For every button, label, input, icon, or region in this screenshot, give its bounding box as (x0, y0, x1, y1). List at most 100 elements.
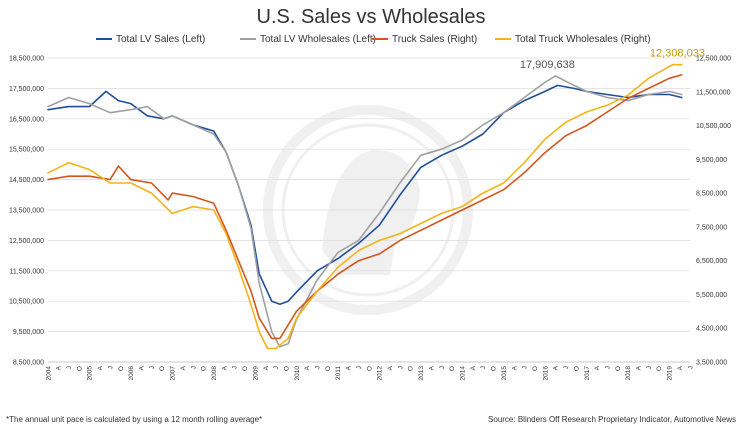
series-line-total-truck-wholesales-right (47, 63, 683, 350)
x-tick-year: 2013 (418, 366, 425, 381)
series-line-total-lv-sales-left (47, 84, 683, 305)
x-tick-year: 2010 (294, 366, 301, 381)
series-line-total-lv-wholesales-left (47, 75, 683, 348)
x-tick-month: O (656, 366, 663, 371)
x-tick-year: 2014 (459, 366, 466, 381)
plot-series (47, 63, 683, 350)
right-tick-label: 5,500,000 (696, 292, 727, 299)
x-tick-month: O (449, 366, 456, 371)
right-axis-ticks: 3,500,000 4,500,000 5,500,000 6,500,000 7,50… (696, 56, 731, 367)
x-tick-month: A (387, 365, 394, 370)
right-tick-label: 10,500,000 (696, 123, 731, 130)
x-tick-month: O (573, 366, 580, 371)
right-tick-label: 12,500,000 (696, 56, 731, 63)
right-tick-label: 8,500,000 (696, 191, 727, 198)
left-tick-label: 12,500,000 (9, 238, 44, 245)
x-tick-month: O (366, 366, 373, 371)
x-tick-month: A (346, 365, 353, 370)
x-tick-month: A (428, 365, 435, 370)
x-tick-month: O (242, 366, 249, 371)
left-tick-label: 18,500,000 (9, 56, 44, 63)
footnote-left: *The annual unit pace is calculated by u… (6, 415, 262, 424)
x-tick-month: O (615, 366, 622, 371)
x-tick-year: 2019 (667, 366, 674, 381)
x-tick-month: J (480, 366, 487, 369)
legend: Total LV Sales (Left) Total LV Wholesales… (96, 34, 651, 45)
legend-label: Total LV Sales (Left) (116, 34, 205, 45)
x-tick-month: J (687, 366, 694, 369)
x-tick-month: O (201, 366, 208, 371)
x-tick-month: J (107, 366, 114, 369)
x-tick-month: J (522, 366, 529, 369)
x-tick-year: 2006 (128, 366, 135, 381)
left-tick-label: 14,500,000 (9, 177, 44, 184)
x-tick-month: J (397, 366, 404, 369)
x-tick-month: J (149, 366, 156, 369)
legend-label: Total Truck Wholesales (Right) (515, 34, 651, 45)
x-tick-month: J (273, 366, 280, 369)
x-tick-month: O (325, 366, 332, 371)
x-tick-year: 2004 (45, 366, 52, 381)
x-tick-month: A (304, 365, 311, 370)
x-tick-month: A (221, 365, 228, 370)
left-tick-label: 11,500,000 (9, 268, 44, 275)
peak-annotation-label: 17,909,638 (520, 59, 575, 71)
x-tick-month: A (553, 365, 560, 370)
legend-entry: Total Truck Wholesales (Right) (495, 34, 651, 45)
x-tick-year: 2016 (542, 366, 549, 381)
x-tick-month: J (190, 366, 197, 369)
left-tick-label: 9,500,000 (13, 329, 44, 336)
x-tick-year: 2015 (501, 366, 508, 381)
x-tick-month: J (315, 366, 322, 369)
x-tick-month: J (232, 366, 239, 369)
right-tick-label: 6,500,000 (696, 258, 727, 265)
x-tick-year: 2017 (584, 366, 591, 381)
right-tick-label: 11,500,000 (696, 89, 731, 96)
x-tick-month: O (408, 366, 415, 371)
x-tick-month: O (118, 366, 125, 371)
x-tick-month: A (677, 365, 684, 370)
annotations: 17,909,638 12,308,033 (520, 47, 705, 70)
x-tick-month: O (159, 366, 166, 371)
left-tick-label: 17,500,000 (9, 86, 44, 93)
x-tick-month: A (636, 365, 643, 370)
x-tick-month: A (180, 365, 187, 370)
left-tick-label: 8,500,000 (13, 360, 44, 367)
left-tick-label: 10,500,000 (9, 299, 44, 306)
x-tick-month: A (511, 365, 518, 370)
x-tick-month: J (563, 366, 570, 369)
x-tick-month: O (283, 366, 290, 371)
left-tick-label: 13,500,000 (9, 208, 44, 215)
legend-label: Total LV Wholesales (Left) (260, 34, 376, 45)
x-tick-month: A (56, 365, 63, 370)
left-tick-label: 16,500,000 (9, 116, 44, 123)
legend-label: Truck Sales (Right) (392, 34, 477, 45)
right-tick-label: 4,500,000 (696, 326, 727, 333)
x-tick-month: A (470, 365, 477, 370)
x-tick-year: 2007 (170, 366, 177, 381)
x-tick-month: J (439, 366, 446, 369)
x-tick-month: O (491, 366, 498, 371)
x-tick-month: A (263, 365, 270, 370)
x-tick-month: A (97, 365, 104, 370)
x-tick-month: A (594, 365, 601, 370)
x-tick-month: J (66, 366, 73, 369)
left-tick-label: 15,500,000 (9, 147, 44, 154)
x-tick-month: J (646, 366, 653, 369)
x-tick-year: 2011 (335, 366, 342, 380)
x-tick-month: O (76, 366, 83, 371)
x-tick-month: J (604, 366, 611, 369)
legend-entry: Truck Sales (Right) (372, 34, 477, 45)
x-tick-year: 2008 (211, 366, 218, 381)
left-axis-ticks: 8,500,000 9,500,000 10,500,000 11,500,000 12… (9, 56, 44, 367)
legend-entry: Total LV Wholesales (Left) (240, 34, 376, 45)
chart-title: U.S. Sales vs Wholesales (257, 6, 486, 28)
x-axis: 2004 A J O 2005 A J O 2006 A J O 2007 A J O 2008 A J O 2009 A… (45, 361, 694, 381)
x-tick-year: 2018 (625, 366, 632, 381)
peak-annotation-label: 12,308,033 (650, 47, 705, 59)
x-tick-month: J (356, 366, 363, 369)
x-tick-year: 2009 (252, 366, 259, 381)
x-tick-year: 2005 (87, 366, 94, 381)
